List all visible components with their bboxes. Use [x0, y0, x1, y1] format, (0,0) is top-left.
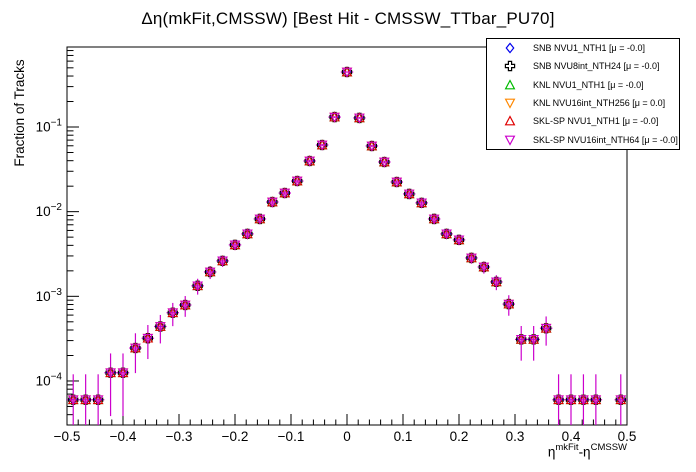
- x-title-eta2: -η: [578, 444, 591, 460]
- x-tick-label: 0: [343, 429, 351, 444]
- data-point-marker: [130, 343, 141, 354]
- data-point-marker: [416, 198, 427, 209]
- legend-item: SKL-SP NVU1_NTH1 [μ = -0.0]: [487, 112, 679, 130]
- data-point-marker: [391, 177, 403, 188]
- data-point-marker: [204, 267, 216, 278]
- x-title-eta1: η: [547, 444, 556, 460]
- open-cross-icon: [504, 61, 516, 72]
- data-point-marker: [279, 188, 291, 199]
- y-tick-label: 10−1: [36, 118, 63, 135]
- data-point-marker: [105, 368, 116, 379]
- open-triangle-up-marker-icon: [487, 114, 533, 128]
- legend-item: SNB NVU1_NTH1 [μ = -0.0]: [487, 39, 679, 57]
- data-point-marker: [229, 240, 241, 251]
- data-point-marker: [142, 333, 154, 344]
- open-triangle-up-marker-icon: [487, 78, 533, 92]
- data-point-marker: [329, 112, 340, 123]
- y-tick-label: 10−2: [36, 202, 63, 219]
- open-diamond-marker-icon: [487, 41, 533, 55]
- legend-label: SNB NVU8int_NTH24 [μ = -0.0]: [533, 61, 660, 72]
- legend-label: KNL NVU16int_NTH256 [μ = 0.0]: [533, 98, 666, 109]
- data-point-marker: [540, 323, 552, 334]
- open-triangle-up: [504, 79, 516, 90]
- open-diamond-icon: [505, 42, 515, 54]
- legend-label: SKL-SP NVU16int_NTH64 [μ = -0.0]: [533, 134, 678, 145]
- open-cross: [504, 61, 516, 72]
- data-point-marker: [491, 277, 502, 288]
- data-point-marker: [565, 395, 577, 406]
- x-tick-label: 0.2: [450, 429, 469, 444]
- data-point-marker: [478, 262, 490, 273]
- open-triangle-down-marker-icon: [487, 133, 533, 147]
- data-point-marker: [354, 113, 365, 124]
- legend: SNB NVU1_NTH1 [μ = -0.0] SNB NVU8int_NTH…: [486, 38, 680, 150]
- legend-item: KNL NVU16int_NTH256 [μ = 0.0]: [487, 94, 679, 112]
- data-point-marker: [67, 395, 79, 406]
- data-point-marker: [379, 157, 390, 168]
- x-tick-label: −0.4: [110, 429, 137, 444]
- open-triangle-up-icon: [504, 79, 516, 90]
- legend-label: SKL-SP NVU1_NTH1 [μ = -0.0]: [533, 116, 659, 127]
- data-point-marker: [254, 214, 266, 225]
- data-point-marker: [366, 141, 378, 152]
- data-point-marker: [92, 395, 104, 406]
- y-tick-label: 10−3: [36, 287, 63, 304]
- data-point-marker: [304, 156, 315, 167]
- data-point-marker: [341, 67, 353, 78]
- data-point-marker: [528, 335, 539, 346]
- x-tick-label: −0.5: [54, 429, 81, 444]
- data-point-marker: [291, 176, 303, 187]
- open-cross-marker-icon: [487, 59, 533, 73]
- legend-label: SNB NVU1_NTH1 [μ = -0.0]: [533, 43, 645, 54]
- x-tick-label: 0.4: [562, 429, 581, 444]
- data-point-marker: [615, 395, 627, 406]
- data-point-marker: [453, 235, 465, 246]
- open-triangle-up: [504, 115, 516, 126]
- data-point-marker: [503, 299, 515, 310]
- data-point-marker: [117, 368, 129, 379]
- data-point-marker: [578, 395, 589, 406]
- data-point-marker: [179, 300, 191, 311]
- x-tick-label: 0.5: [618, 429, 637, 444]
- y-axis-title: Fraction of Tracks: [12, 59, 27, 167]
- x-tick-label: 0.1: [394, 429, 413, 444]
- data-point-marker: [441, 229, 452, 240]
- x-tick-label: −0.3: [166, 429, 193, 444]
- open-triangle-down-marker-icon: [487, 96, 533, 110]
- data-point-marker: [316, 140, 328, 151]
- x-tick-label: −0.1: [278, 429, 305, 444]
- data-point-marker: [192, 281, 203, 292]
- data-point-marker: [590, 395, 602, 406]
- y-tick-label: 10−4: [36, 371, 63, 388]
- open-triangle-down: [504, 98, 516, 109]
- data-point-marker: [167, 308, 179, 319]
- legend-item: SKL-SP NVU16int_NTH64 [μ = -0.0]: [487, 131, 679, 149]
- data-point-marker: [242, 229, 253, 240]
- chart-title: Δη(mkFit,CMSSW) [Best Hit - CMSSW_TTbar_…: [141, 9, 555, 28]
- legend-label: KNL NVU1_NTH1 [μ = -0.0]: [533, 79, 644, 90]
- open-triangle-up-icon: [504, 115, 516, 126]
- open-triangle-down-icon: [504, 98, 516, 109]
- data-point-marker: [428, 214, 440, 225]
- x-tick-label: 0.3: [506, 429, 525, 444]
- data-point-marker: [515, 335, 527, 346]
- open-diamond: [505, 42, 515, 54]
- open-triangle-down-icon: [504, 135, 516, 146]
- data-point-marker: [267, 197, 278, 208]
- x-title-sup-cmssw: CMSSW: [590, 442, 627, 453]
- legend-item: SNB NVU8int_NTH24 [μ = -0.0]: [487, 57, 679, 75]
- legend-item: KNL NVU1_NTH1 [μ = -0.0]: [487, 76, 679, 94]
- data-point-marker: [553, 395, 564, 406]
- x-tick-label: −0.2: [222, 429, 249, 444]
- data-point-marker: [466, 253, 477, 264]
- data-point-marker: [217, 256, 228, 267]
- x-axis-title: ηmkFit-ηCMSSW: [547, 442, 627, 460]
- x-title-sup-mkfit: mkFit: [555, 442, 579, 453]
- data-point-marker: [80, 395, 91, 406]
- open-triangle-down: [504, 135, 516, 146]
- data-point-marker: [155, 322, 166, 333]
- data-point-marker: [403, 189, 415, 200]
